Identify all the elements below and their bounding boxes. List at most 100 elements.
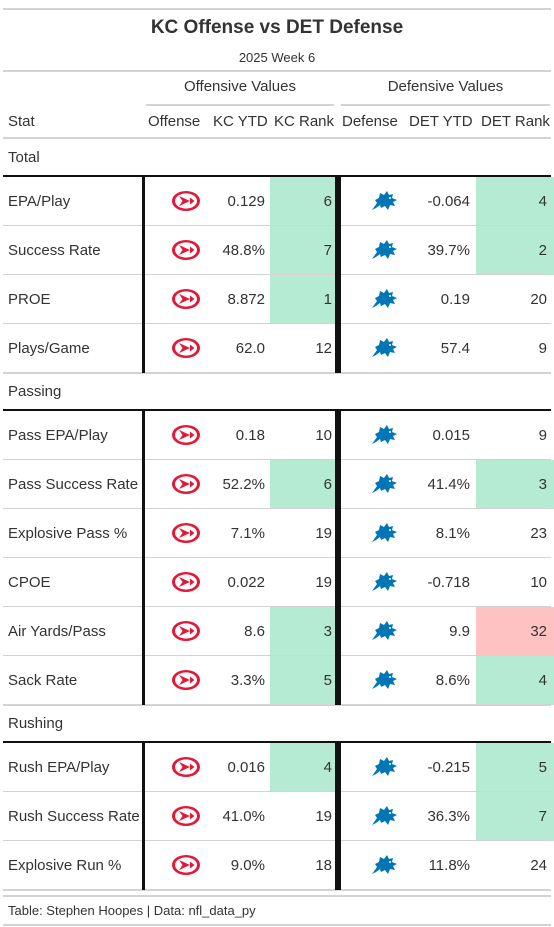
col-header-stat: Stat (8, 113, 35, 130)
kc-rank-value: 18 (315, 857, 332, 874)
kc-rank-highlight (270, 275, 337, 324)
table-row: Air Yards/Pass 8.6 3 9.9 32 (3, 607, 554, 656)
det-ytd-value: 0.19 (440, 291, 470, 308)
top-rule (3, 8, 551, 10)
kc-ytd-value: 0.016 (227, 759, 265, 776)
kc-chiefs-logo-icon (170, 755, 202, 779)
kc-ytd-value: 48.8% (222, 242, 265, 259)
header-rule (3, 70, 551, 72)
kc-rank-highlight (270, 460, 337, 509)
det-rank-value: 32 (530, 623, 547, 640)
stat-name: CPOE (8, 574, 51, 591)
kc-chiefs-logo-icon (170, 668, 202, 692)
column-divider (338, 743, 341, 890)
stat-name: PROE (8, 291, 51, 308)
kc-rank-value: 19 (315, 808, 332, 825)
column-divider (335, 177, 338, 373)
col-header-det-rank: DET Rank (481, 113, 550, 130)
kc-rank-highlight (270, 607, 337, 656)
bottom-rule (3, 924, 551, 926)
row-separator (3, 655, 551, 656)
det-lions-logo-icon (369, 287, 401, 311)
kc-rank-value: 7 (323, 242, 332, 259)
kc-chiefs-logo-icon (170, 238, 202, 262)
det-lions-logo-icon (369, 668, 401, 692)
table-row: Pass Success Rate 52.2% 6 41.4% 3 (3, 460, 554, 509)
det-ytd-value: 41.4% (427, 476, 470, 493)
table-row: Success Rate 48.8% 7 39.7% 2 (3, 226, 554, 275)
column-divider (338, 411, 341, 705)
kc-rank-highlight (270, 743, 337, 792)
det-lions-logo-icon (369, 336, 401, 360)
kc-rank-value: 5 (323, 672, 332, 689)
col-header-det-ytd: DET YTD (409, 113, 473, 130)
row-separator (3, 323, 551, 324)
kc-rank-value: 19 (315, 574, 332, 591)
det-rank-value: 9 (538, 427, 547, 444)
table-subtitle: 2025 Week 6 (238, 50, 316, 65)
det-rank-value: 20 (530, 291, 547, 308)
det-rank-value: 7 (538, 808, 547, 825)
column-divider (142, 743, 145, 890)
offense-spanner: Offensive Values (183, 78, 296, 95)
kc-chiefs-logo-icon (170, 804, 202, 828)
det-rank-highlight (476, 460, 554, 509)
kc-ytd-value: 9.0% (230, 857, 265, 874)
row-group-rule (3, 741, 551, 743)
kc-rank-value: 19 (315, 525, 332, 542)
kc-chiefs-logo-icon (170, 336, 202, 360)
row-group-end-rule (3, 372, 551, 374)
table-row: PROE 8.872 1 0.19 20 (3, 275, 551, 324)
det-rank-value: 5 (538, 759, 547, 776)
kc-ytd-value: 8.6 (244, 623, 265, 640)
det-lions-logo-icon (369, 238, 401, 262)
det-rank-value: 2 (538, 242, 547, 259)
det-rank-highlight (476, 226, 554, 275)
column-divider (335, 411, 338, 705)
det-rank-highlight (476, 656, 554, 705)
column-header-rule (3, 137, 551, 139)
kc-rank-value: 6 (323, 476, 332, 493)
row-separator (3, 459, 551, 460)
det-ytd-value: 11.8% (428, 857, 470, 874)
kc-rank-value: 1 (323, 291, 332, 308)
det-rank-highlight (476, 607, 554, 656)
det-ytd-value: -0.064 (427, 193, 470, 210)
kc-ytd-value: 52.2% (222, 476, 265, 493)
kc-ytd-value: 0.129 (227, 193, 265, 210)
kc-chiefs-logo-icon (170, 619, 202, 643)
column-divider (142, 411, 145, 705)
det-rank-value: 3 (538, 476, 547, 493)
stat-name: Pass EPA/Play (8, 427, 108, 444)
det-ytd-value: 8.6% (435, 672, 470, 689)
footer-top-rule (3, 895, 551, 897)
det-rank-value: 4 (538, 193, 547, 210)
row-group-rule (3, 409, 551, 411)
stat-name: Explosive Run % (8, 857, 122, 874)
col-header-defense: Defense (342, 113, 398, 130)
stat-name: EPA/Play (8, 193, 71, 210)
col-header-kc-ytd: KC YTD (213, 113, 268, 130)
row-group-label: Rushing (8, 715, 64, 732)
kc-rank-value: 4 (323, 759, 332, 776)
table-title: KC Offense vs DET Defense (150, 17, 404, 38)
det-lions-logo-icon (369, 570, 401, 594)
det-ytd-value: 36.3% (427, 808, 470, 825)
row-separator (3, 225, 551, 226)
stat-name: Pass Success Rate (8, 476, 139, 493)
det-ytd-value: -0.215 (427, 759, 470, 776)
det-lions-logo-icon (369, 521, 401, 545)
column-divider (338, 177, 341, 373)
det-lions-logo-icon (369, 619, 401, 643)
det-ytd-value: 9.9 (449, 623, 470, 640)
stat-name: Rush EPA/Play (8, 759, 110, 776)
table-row: Rush Success Rate 41.0% 19 36.3% 7 (3, 792, 554, 841)
column-divider (142, 177, 145, 373)
det-rank-value: 24 (530, 857, 547, 874)
kc-chiefs-logo-icon (170, 570, 202, 594)
row-separator (3, 557, 551, 558)
kc-chiefs-logo-icon (170, 521, 202, 545)
stat-name: Sack Rate (8, 672, 78, 689)
det-ytd-value: -0.718 (427, 574, 470, 591)
